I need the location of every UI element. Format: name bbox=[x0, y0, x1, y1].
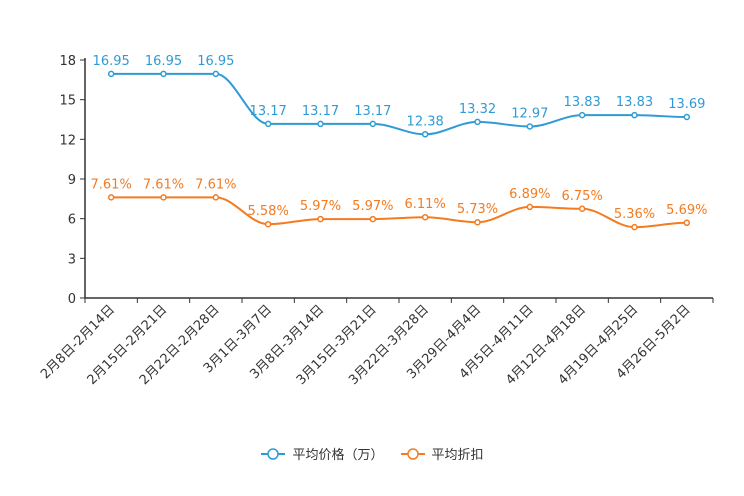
y-tick-label: 0 bbox=[68, 292, 76, 307]
data-label: 5.69% bbox=[666, 203, 707, 218]
data-label: 16.95 bbox=[145, 54, 182, 69]
data-point[interactable] bbox=[264, 120, 272, 128]
data-point[interactable] bbox=[107, 70, 115, 78]
data-label: 5.97% bbox=[300, 199, 341, 214]
data-label: 13.83 bbox=[616, 95, 653, 110]
legend-item-price[interactable]: 平均价格（万） bbox=[260, 444, 384, 463]
data-label: 13.69 bbox=[668, 97, 705, 112]
data-point[interactable] bbox=[474, 118, 481, 126]
data-label: 5.36% bbox=[614, 207, 655, 222]
data-point[interactable] bbox=[212, 194, 220, 201]
data-point[interactable] bbox=[631, 111, 638, 119]
y-tick-label: 9 bbox=[68, 173, 76, 188]
data-point[interactable] bbox=[683, 219, 691, 227]
data-point[interactable] bbox=[631, 223, 638, 231]
legend-discount-marker-icon bbox=[400, 447, 425, 460]
data-label: 16.95 bbox=[197, 54, 234, 69]
data-label: 13.17 bbox=[250, 104, 287, 119]
data-label: 5.73% bbox=[457, 202, 498, 217]
series-line-1 bbox=[111, 196, 687, 229]
data-label: 7.61% bbox=[143, 177, 184, 192]
line-chart: 03691215182月8日-2月14日2月15日-2月21日2月22日-2月2… bbox=[38, 54, 714, 388]
data-point[interactable] bbox=[107, 194, 115, 201]
data-point[interactable] bbox=[421, 213, 429, 221]
data-point[interactable] bbox=[578, 111, 586, 119]
data-label: 13.83 bbox=[564, 95, 601, 110]
data-point[interactable] bbox=[160, 194, 167, 201]
data-label: 5.58% bbox=[248, 204, 289, 219]
data-label: 13.17 bbox=[302, 104, 339, 119]
y-tick-label: 3 bbox=[68, 252, 76, 267]
data-label: 7.61% bbox=[195, 177, 236, 192]
legend-discount-label: 平均折扣 bbox=[431, 448, 484, 463]
data-point[interactable] bbox=[369, 120, 377, 128]
data-point[interactable] bbox=[160, 70, 167, 78]
data-point[interactable] bbox=[474, 218, 481, 226]
data-label: 16.95 bbox=[93, 54, 130, 69]
data-label: 13.32 bbox=[459, 102, 496, 117]
data-point[interactable] bbox=[526, 203, 534, 211]
legend-price-label: 平均价格（万） bbox=[292, 448, 384, 463]
data-point[interactable] bbox=[317, 215, 324, 223]
data-point[interactable] bbox=[317, 120, 324, 128]
data-point[interactable] bbox=[526, 123, 534, 130]
legend-item-discount[interactable]: 平均折扣 bbox=[400, 444, 484, 463]
data-label: 6.89% bbox=[509, 187, 550, 202]
data-label: 6.11% bbox=[405, 197, 446, 212]
data-point[interactable] bbox=[212, 70, 220, 78]
data-label: 7.61% bbox=[91, 177, 132, 192]
y-tick-label: 12 bbox=[59, 133, 76, 148]
data-point[interactable] bbox=[369, 215, 377, 223]
data-label: 12.38 bbox=[407, 114, 444, 129]
y-tick-label: 6 bbox=[68, 213, 76, 228]
y-tick-label: 15 bbox=[59, 94, 76, 109]
data-label: 6.75% bbox=[562, 189, 603, 204]
data-label: 12.97 bbox=[511, 107, 548, 122]
data-point[interactable] bbox=[578, 205, 586, 212]
legend: 平均价格（万） 平均折扣 bbox=[0, 444, 744, 463]
data-label: 5.97% bbox=[352, 199, 393, 214]
data-label: 13.17 bbox=[354, 104, 391, 119]
y-tick-label: 18 bbox=[59, 54, 76, 69]
legend-price-marker-icon bbox=[261, 447, 286, 460]
data-point[interactable] bbox=[264, 220, 272, 228]
data-point[interactable] bbox=[683, 113, 691, 121]
data-point[interactable] bbox=[421, 131, 429, 138]
